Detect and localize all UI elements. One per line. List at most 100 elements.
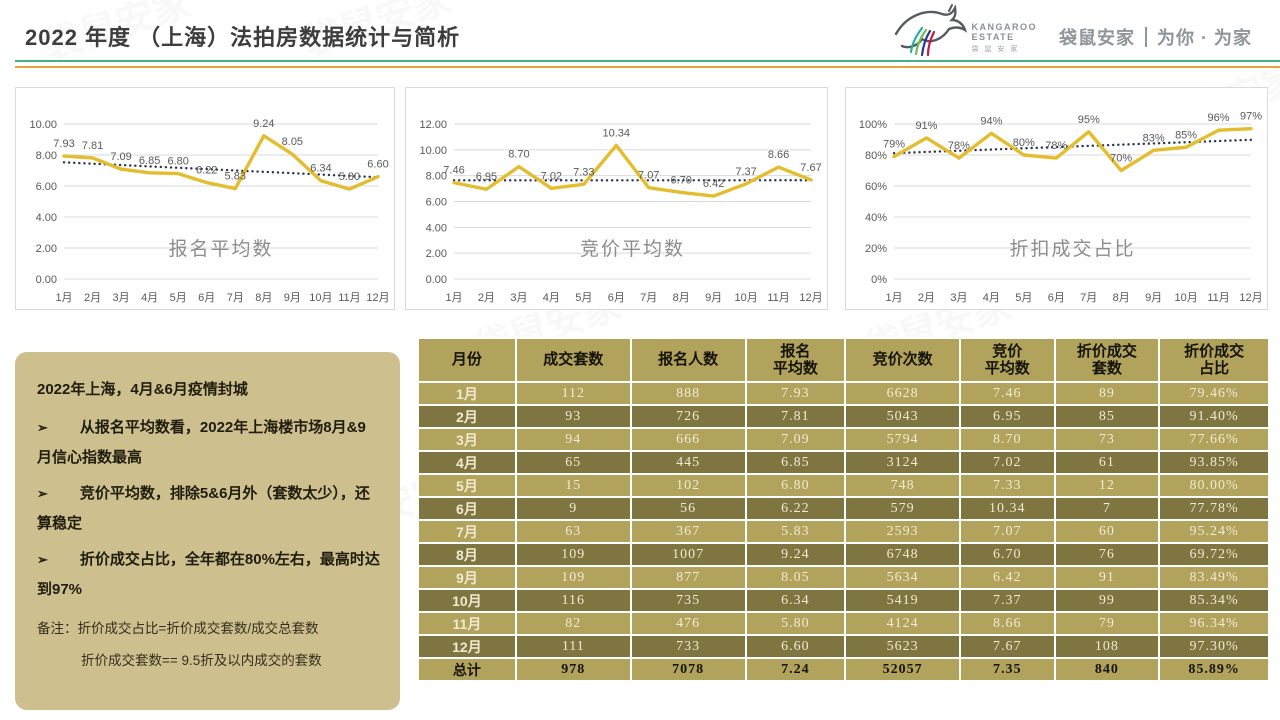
value-cell: 7.37 — [959, 588, 1056, 613]
svg-text:2月: 2月 — [918, 292, 935, 304]
brand-name-cn-small: 袋 鼠 安 家 — [971, 46, 1020, 53]
svg-text:8.00: 8.00 — [36, 150, 57, 162]
svg-text:6.80: 6.80 — [167, 156, 188, 168]
value-cell: 4124 — [844, 611, 962, 636]
bullet-arrow-icon: ➢ — [37, 420, 48, 435]
value-cell: 733 — [629, 634, 747, 659]
svg-text:6.00: 6.00 — [36, 181, 57, 193]
svg-text:12月: 12月 — [1239, 292, 1262, 304]
table-row: 5月 15 102 6.80 748 7.33 12 80.00% — [417, 473, 1270, 498]
svg-text:91%: 91% — [915, 120, 937, 132]
bullet-arrow-icon: ➢ — [37, 552, 48, 567]
svg-text:1月: 1月 — [885, 292, 902, 304]
brand-tagline-slogan: 为你 · 为家 — [1157, 28, 1252, 48]
svg-text:83%: 83% — [1143, 132, 1165, 144]
value-cell: 89 — [1053, 381, 1161, 406]
notes-remark-2: 折价成交套数== 9.5折及以内成交的套数 — [81, 653, 322, 668]
svg-text:80%: 80% — [1013, 137, 1035, 149]
column-header: 月份 — [417, 337, 517, 383]
svg-text:6.34: 6.34 — [310, 163, 331, 175]
svg-text:7.33: 7.33 — [573, 166, 594, 178]
svg-text:20%: 20% — [865, 243, 887, 255]
svg-text:11月: 11月 — [767, 292, 789, 304]
month-cell: 5月 — [417, 473, 517, 498]
value-cell: 56 — [629, 496, 747, 521]
svg-text:0.00: 0.00 — [36, 274, 57, 286]
column-header: 折价成交 占比 — [1158, 337, 1270, 383]
month-cell: 7月 — [417, 519, 517, 544]
svg-text:5月: 5月 — [575, 292, 592, 304]
svg-text:8.00: 8.00 — [426, 171, 447, 183]
svg-text:竞价平均数: 竞价平均数 — [580, 238, 685, 260]
table-row: 4月 65 445 6.85 3124 7.02 61 93.85% — [417, 450, 1270, 475]
table-header-row: 月份 成交套数 报名人数 报名 平均数 竞价次数 竞价 平均数 折价成交 套数 折价成交 占比 — [417, 337, 1270, 383]
value-cell: 102 — [629, 473, 747, 498]
svg-text:7.81: 7.81 — [82, 140, 103, 152]
svg-text:7月: 7月 — [640, 292, 657, 304]
value-cell: 7.81 — [744, 404, 847, 429]
month-cell: 12月 — [417, 634, 517, 659]
analysis-notes-panel: 2022年上海，4月&6月疫情封城 ➢ 从报名平均数看，2022年上海楼市场8月&… — [15, 352, 400, 710]
svg-text:4月: 4月 — [543, 292, 560, 304]
value-cell: 52057 — [844, 657, 962, 682]
brand-name-en-1: KANGAROO — [971, 22, 1037, 32]
svg-text:2月: 2月 — [478, 292, 495, 304]
value-cell: 877 — [629, 565, 747, 590]
svg-text:8月: 8月 — [1113, 292, 1130, 304]
svg-text:2月: 2月 — [84, 292, 101, 304]
brand-tagline-cn: 袋鼠安家 — [1059, 28, 1135, 48]
svg-text:8月: 8月 — [673, 292, 690, 304]
svg-text:10月: 10月 — [734, 292, 757, 304]
svg-text:94%: 94% — [980, 115, 1002, 127]
svg-text:4月: 4月 — [141, 292, 158, 304]
value-cell: 63 — [514, 519, 632, 544]
value-cell: 111 — [514, 634, 632, 659]
svg-text:6.22: 6.22 — [196, 165, 217, 177]
monthly-stats-table: 月份 成交套数 报名人数 报名 平均数 竞价次数 竞价 平均数 折价成交 套数 折价成交 占比… — [417, 337, 1270, 682]
month-cell: 10月 — [417, 588, 517, 613]
value-cell: 6.60 — [744, 634, 847, 659]
value-cell: 445 — [629, 450, 747, 475]
value-cell: 5.80 — [744, 611, 847, 636]
svg-text:8.70: 8.70 — [508, 149, 529, 161]
svg-text:6.70: 6.70 — [670, 174, 691, 186]
value-cell: 116 — [514, 588, 632, 613]
column-header: 竞价 平均数 — [959, 337, 1056, 383]
value-cell: 7078 — [629, 657, 747, 682]
svg-text:7.93: 7.93 — [53, 138, 74, 150]
svg-text:6.60: 6.60 — [367, 159, 388, 171]
value-cell: 7.09 — [744, 427, 847, 452]
value-cell: 6628 — [844, 381, 962, 406]
svg-text:1月: 1月 — [55, 292, 72, 304]
svg-text:12月: 12月 — [366, 292, 389, 304]
value-cell: 79 — [1053, 611, 1161, 636]
value-cell: 8.05 — [744, 565, 847, 590]
value-cell: 7.33 — [959, 473, 1056, 498]
svg-text:8月: 8月 — [255, 292, 272, 304]
month-cell: 2月 — [417, 404, 517, 429]
svg-text:0%: 0% — [871, 274, 887, 286]
tagline-divider — [1145, 27, 1147, 47]
svg-text:9.24: 9.24 — [253, 118, 274, 130]
value-cell: 7.93 — [744, 381, 847, 406]
svg-text:9月: 9月 — [705, 292, 722, 304]
header-rule-green — [15, 60, 1280, 62]
svg-text:7月: 7月 — [227, 292, 244, 304]
month-cell: 11月 — [417, 611, 517, 636]
value-cell: 6.85 — [744, 450, 847, 475]
value-cell: 5794 — [844, 427, 962, 452]
svg-text:10.34: 10.34 — [603, 127, 631, 139]
svg-text:96%: 96% — [1208, 112, 1230, 124]
value-cell: 6.22 — [744, 496, 847, 521]
value-cell: 91 — [1053, 565, 1161, 590]
brand-tagline: 袋鼠安家 为你 · 为家 — [1059, 24, 1252, 50]
svg-text:6.00: 6.00 — [426, 197, 447, 209]
svg-text:10月: 10月 — [309, 292, 332, 304]
header-rule-orange — [15, 66, 1280, 68]
svg-text:78%: 78% — [1045, 140, 1067, 152]
month-cell: 6月 — [417, 496, 517, 521]
value-cell: 15 — [514, 473, 632, 498]
table-row: 7月 63 367 5.83 2593 7.07 60 95.24% — [417, 519, 1270, 544]
value-cell: 7.35 — [959, 657, 1056, 682]
svg-text:5.83: 5.83 — [225, 171, 246, 183]
